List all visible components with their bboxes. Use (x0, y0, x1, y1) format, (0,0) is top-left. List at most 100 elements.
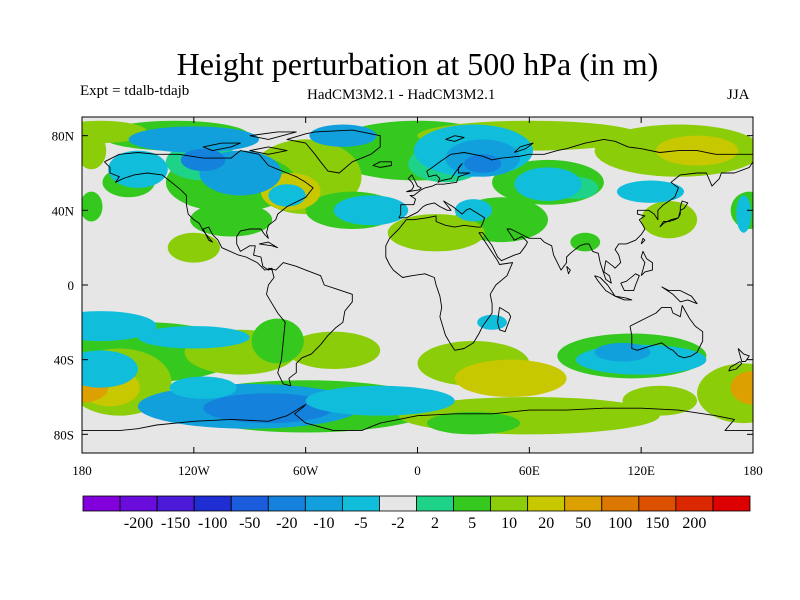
anomaly-region (180, 148, 226, 172)
anomaly-region (82, 131, 107, 170)
latitude-axis: 80N 40N 0 40S 80S (52, 129, 753, 442)
colorbar-swatch (638, 495, 677, 512)
coastline (266, 262, 353, 387)
coastline (566, 265, 571, 275)
colorbar-swatch (82, 495, 121, 512)
coastline (514, 142, 534, 153)
colorbar-swatch (712, 495, 751, 512)
lon-tick-label: 0 (414, 463, 421, 478)
colorbar-swatch (341, 495, 380, 512)
anomaly-region (82, 350, 138, 388)
lon-tick-label: 120E (627, 463, 655, 478)
colorbar-label: 100 (608, 515, 632, 532)
lon-tick-label: 120W (178, 463, 211, 478)
colorbar-swatch (304, 495, 343, 512)
anomaly-region (305, 385, 455, 416)
colorbar-swatch (416, 495, 454, 512)
anomaly-region (477, 314, 507, 330)
anomaly-region (454, 359, 567, 398)
colorbar-swatch (564, 495, 603, 512)
anomaly-region (167, 232, 220, 263)
colorbar-label: -2 (391, 515, 404, 532)
anomaly-region (426, 411, 521, 435)
colorbar-swatch (379, 495, 417, 512)
lat-tick-label: 0 (68, 278, 75, 293)
experiment-label: Expt = tdalb-tdajb (80, 83, 190, 99)
coastline (728, 361, 743, 372)
colorbar (82, 495, 751, 512)
anomaly-region (82, 311, 157, 341)
colorbar-label: -150 (161, 515, 190, 532)
lon-tick-label: 180 (743, 463, 763, 478)
anomaly-region (570, 232, 601, 252)
anomaly-region (616, 180, 685, 203)
colorbar-labels: -200 -150 -100 -50 -20 -10 -5 -2 2 5 10 20 50 100 150 2… (124, 515, 706, 532)
colorbar-swatch (601, 495, 640, 512)
anomaly-region (309, 124, 377, 147)
coastline (286, 129, 381, 174)
anomaly-region (169, 376, 237, 399)
longitude-axis: 180 120W 60W 0 60E 120E 180 (72, 117, 763, 478)
colorbar-label: 5 (468, 515, 476, 532)
colorbar-label: -50 (239, 515, 260, 532)
anomaly-region (82, 191, 103, 222)
colorbar-label: -10 (313, 515, 334, 532)
coastline (640, 237, 646, 245)
coastline (104, 150, 314, 271)
lon-tick-label: 60E (519, 463, 540, 478)
colorbar-swatch (230, 495, 269, 512)
colorbar-swatch (453, 495, 492, 512)
coastline (259, 241, 279, 249)
colorbar-label: -200 (124, 515, 153, 532)
anomaly-region (268, 184, 306, 207)
colorbar-swatch (119, 495, 158, 512)
map-title: Height perturbation at 500 hPa (in m) (176, 46, 659, 82)
coastline (406, 174, 422, 193)
colorbar-swatch (490, 495, 529, 512)
anomaly-region (137, 326, 250, 349)
colorbar-label: -20 (276, 515, 297, 532)
coastline (372, 161, 392, 168)
anomaly-region (333, 195, 409, 226)
coastline (497, 307, 512, 333)
lat-tick-label: 80N (52, 129, 75, 144)
coastline (629, 305, 704, 359)
colorbar-label: 10 (501, 515, 517, 532)
lon-tick-label: 60W (293, 463, 319, 478)
anomaly-region (641, 201, 698, 239)
season-label: JJA (727, 87, 750, 103)
lat-tick-label: 40N (52, 203, 75, 218)
anomaly-region (251, 318, 304, 364)
anomaly-region (730, 370, 753, 405)
colorbar-swatch (527, 495, 566, 512)
anomaly-region (128, 126, 260, 153)
colorbar-swatch (193, 495, 232, 512)
colorbar-swatch (675, 495, 714, 512)
anomaly-region (594, 342, 651, 362)
anomaly-region (190, 202, 273, 237)
anomaly-contours (82, 120, 753, 435)
anomaly-region (203, 393, 334, 424)
anomaly-region (736, 195, 752, 233)
model-label: HadCM3M2.1 - HadCM3M2.1 (307, 87, 496, 103)
coastline (614, 295, 633, 301)
lat-tick-label: 80S (54, 427, 74, 442)
coastline (249, 146, 288, 155)
anomaly-region (108, 150, 168, 188)
colorbar-label: 20 (538, 515, 554, 532)
coastline (385, 138, 753, 351)
coastline (249, 131, 297, 140)
colorbar-label: 200 (682, 515, 706, 532)
colorbar-swatch (156, 495, 195, 512)
anomaly-region (287, 331, 381, 370)
coastline (659, 200, 689, 228)
colorbar-swatch (267, 495, 306, 512)
anomaly-region (514, 167, 582, 201)
colorbar-label: 50 (575, 515, 591, 532)
lon-tick-label: 180 (72, 463, 92, 478)
coastline (202, 142, 241, 152)
coastline (640, 250, 653, 277)
coastlines (82, 129, 753, 432)
colorbar-label: -100 (198, 515, 227, 532)
